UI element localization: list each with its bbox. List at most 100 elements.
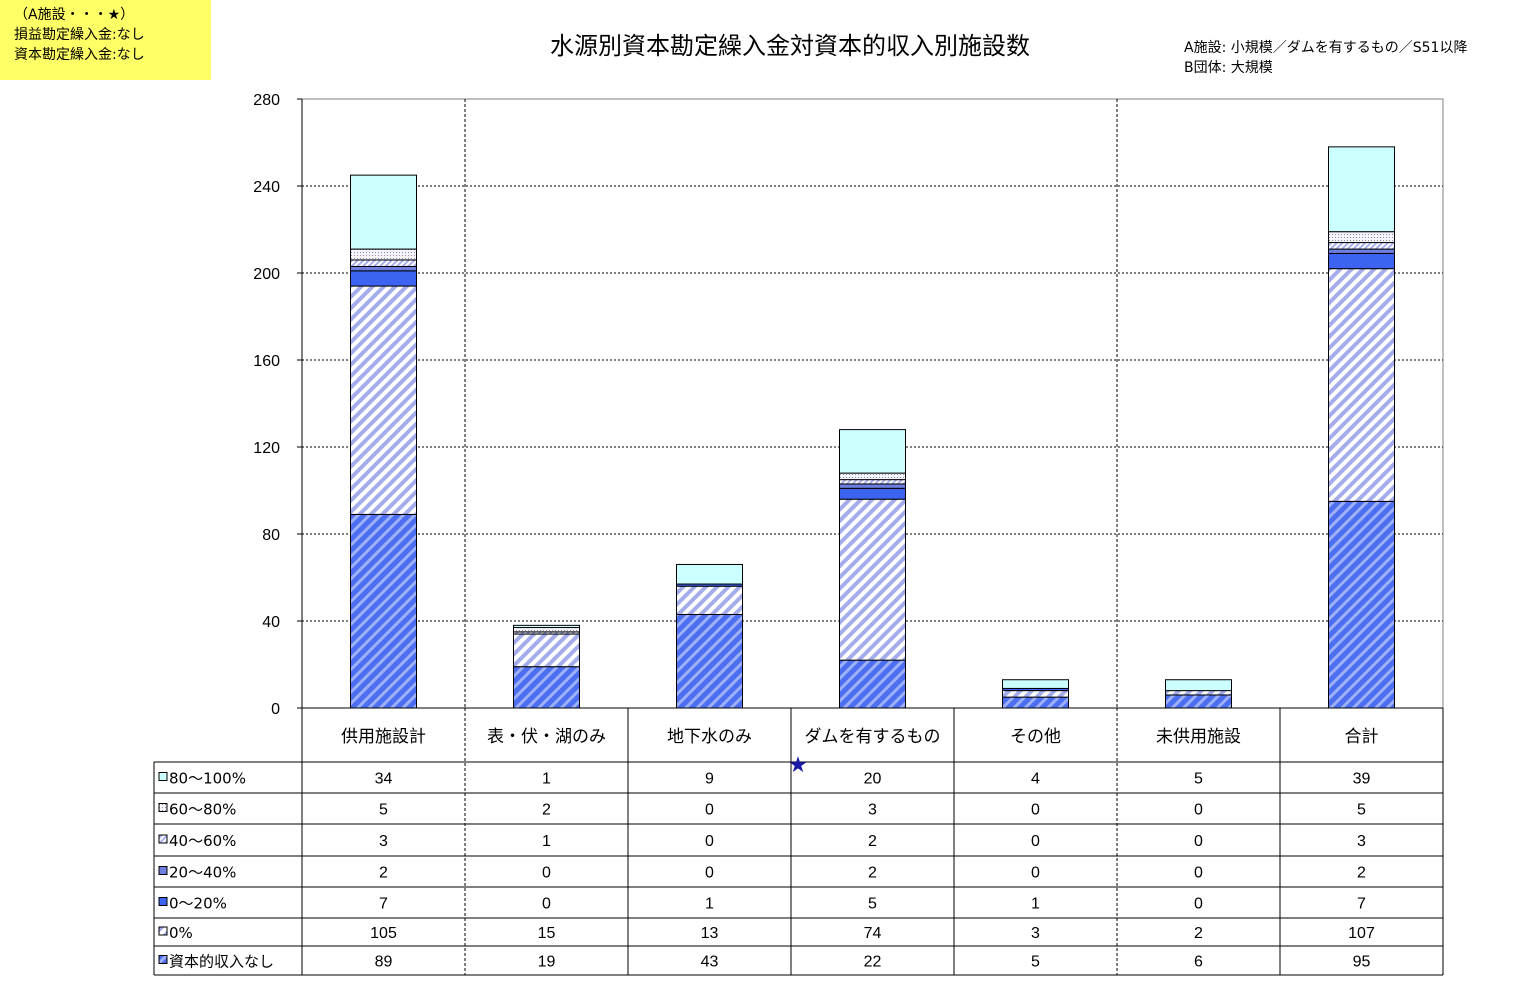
star-marker: ★: [788, 753, 808, 778]
bar-segment: [513, 666, 580, 709]
definition-a: A施設: 小規模／ダムを有するもの／S51以降: [1184, 40, 1468, 56]
data-label: 1: [542, 771, 551, 788]
x-tick-label: 表・伏・湖のみ: [487, 727, 606, 747]
data-label: 0: [1031, 802, 1040, 819]
data-label: 3: [379, 833, 388, 850]
bar-segment: [1328, 268, 1395, 502]
data-label: 0: [705, 833, 714, 850]
y-tick-label: 0: [271, 701, 280, 718]
bar-segment: [1165, 694, 1232, 709]
data-label: 39: [1353, 771, 1371, 788]
data-label: 9: [705, 771, 714, 788]
data-label: 7: [379, 896, 388, 913]
bar-segment: [1328, 231, 1395, 244]
bar-segment: [350, 248, 417, 261]
y-tick-label: 200: [253, 266, 280, 283]
data-label: 2: [1194, 925, 1203, 942]
x-tick-label: 地下水のみ: [667, 727, 752, 747]
condition-note-line: 資本勘定繰入金:なし: [14, 47, 145, 63]
data-label: 4: [1031, 771, 1040, 788]
bar-segment: [676, 585, 743, 615]
data-label: 2: [379, 865, 388, 882]
data-label: 0: [542, 865, 551, 882]
data-label: 3: [1357, 833, 1366, 850]
condition-note-line: 損益勘定繰入金:なし: [14, 27, 145, 43]
legend-label: 0%: [169, 924, 193, 942]
bar-segment: [350, 259, 417, 267]
bar-segment: [1165, 679, 1232, 692]
bar-segment: [676, 563, 743, 585]
data-label: 22: [864, 954, 882, 971]
data-label: 2: [868, 865, 877, 882]
data-label: 0: [1031, 865, 1040, 882]
data-label: 0: [1194, 802, 1203, 819]
bar-segment: [1002, 679, 1069, 689]
x-tick-label: 合計: [1345, 727, 1379, 747]
bar-segment: [1002, 696, 1069, 709]
bar-segment: [839, 483, 906, 489]
data-label: 1: [705, 896, 714, 913]
definition-b: B団体: 大規模: [1184, 60, 1273, 76]
bar-segment: [839, 429, 906, 474]
chart-title: 水源別資本勘定繰入金対資本的収入別施設数: [550, 32, 1030, 60]
data-label: 0: [705, 865, 714, 882]
condition-note-line: （A施設・・・★）: [14, 7, 135, 23]
data-label: 0: [1031, 833, 1040, 850]
bar-segment: [1328, 248, 1395, 254]
bar-segment: [1328, 146, 1395, 233]
legend-label: 80～100%: [169, 770, 246, 788]
condition-note: （A施設・・・★） 損益勘定繰入金:なし 資本勘定繰入金:なし: [0, 0, 211, 80]
data-label: 13: [701, 925, 719, 942]
bar-segment: [676, 613, 743, 709]
bar-segment: [839, 479, 906, 485]
y-tick-label: 160: [253, 353, 280, 370]
data-label: 15: [538, 925, 556, 942]
data-label: 5: [1357, 802, 1366, 819]
bar-segment: [513, 624, 580, 629]
data-label: 1: [542, 833, 551, 850]
bar-segment: [350, 265, 417, 272]
data-label: 5: [1194, 771, 1203, 788]
data-label: 2: [1357, 865, 1366, 882]
data-label: 19: [538, 954, 556, 971]
legend-key: [158, 803, 168, 812]
data-label: 7: [1357, 896, 1366, 913]
bar-segment: [839, 498, 906, 661]
y-tick-label: 280: [253, 92, 280, 109]
data-label: 3: [868, 802, 877, 819]
x-tick-label: 供用施設計: [341, 727, 426, 747]
legend-key: [158, 866, 168, 875]
data-label: 0: [1194, 833, 1203, 850]
data-label: 43: [701, 954, 719, 971]
data-label: 5: [379, 802, 388, 819]
x-tick-label: ダムを有するもの: [805, 727, 941, 747]
data-label: 0: [705, 802, 714, 819]
data-label: 2: [868, 833, 877, 850]
data-label: 6: [1194, 954, 1203, 971]
data-label: 0: [542, 896, 551, 913]
bar-segment: [1328, 242, 1395, 250]
bar-segment: [513, 633, 580, 668]
legend-key: [158, 955, 168, 964]
data-label: 5: [868, 896, 877, 913]
bar-segment: [839, 487, 906, 500]
bar-segment: [350, 174, 417, 250]
bar-segment: [350, 513, 417, 709]
legend-label: 資本的収入なし: [169, 953, 274, 971]
y-tick-label: 40: [262, 614, 280, 631]
data-label: 89: [375, 954, 393, 971]
data-label: 2: [542, 802, 551, 819]
definition-note: A施設: 小規模／ダムを有するもの／S51以降 B団体: 大規模: [1184, 38, 1467, 78]
data-label: 0: [1194, 896, 1203, 913]
y-tick-label: 80: [262, 527, 280, 544]
data-label: 3: [1031, 925, 1040, 942]
legend-label: 20～40%: [169, 864, 236, 882]
data-label: 105: [370, 925, 397, 942]
bar-segment: [1328, 500, 1395, 709]
data-label: 107: [1348, 925, 1375, 942]
bar-segment: [1002, 690, 1069, 698]
bar-segment: [350, 285, 417, 515]
data-label: 1: [1031, 896, 1040, 913]
legend-key: [158, 834, 168, 844]
